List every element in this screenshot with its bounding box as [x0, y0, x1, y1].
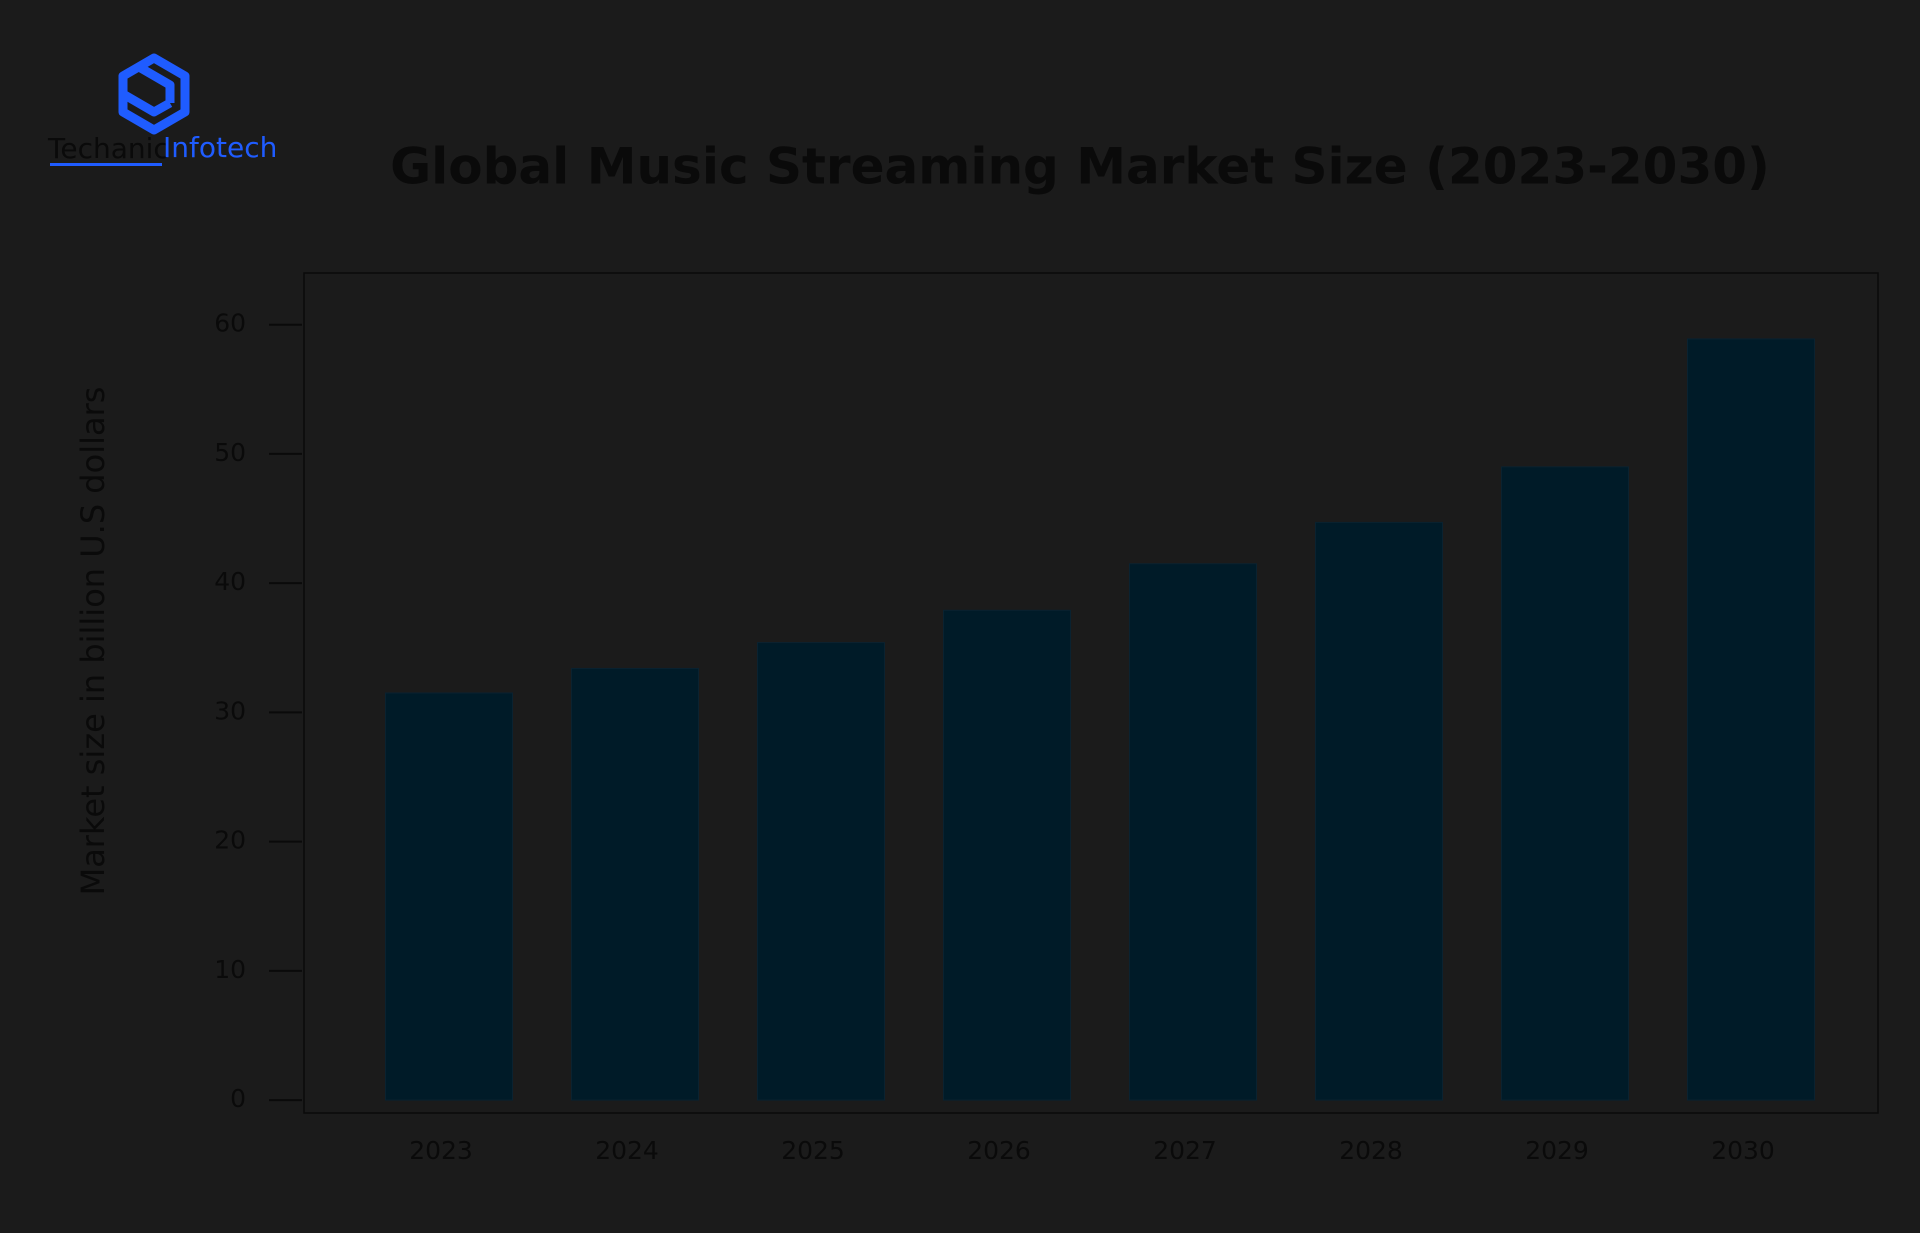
- logo-icon: [118, 53, 190, 135]
- logo-underline: [50, 163, 162, 166]
- bar: [1501, 466, 1629, 1101]
- bar: [1687, 338, 1815, 1101]
- x-tick-label: 2025: [781, 1136, 845, 1165]
- bar: [1129, 563, 1257, 1101]
- x-tick-label: 2024: [595, 1136, 659, 1165]
- bar: [385, 692, 513, 1101]
- y-tick-label: 50: [214, 438, 246, 467]
- logo-text-blue: Infotech: [163, 131, 277, 164]
- y-tick-label: 20: [214, 826, 246, 855]
- y-tick-label: 10: [214, 955, 246, 984]
- bar: [571, 667, 699, 1101]
- bar: [1315, 521, 1443, 1101]
- chart-title: Global Music Streaming Market Size (2023…: [390, 138, 1770, 196]
- x-tick-label: 2023: [409, 1136, 473, 1165]
- x-tick-label: 2026: [967, 1136, 1031, 1165]
- y-tick-label: 0: [230, 1084, 246, 1113]
- y-tick-label: 30: [214, 696, 246, 725]
- logo-text-dark: Techanic: [47, 132, 169, 165]
- x-tick-label: 2027: [1153, 1136, 1217, 1165]
- y-tick-label: 40: [214, 567, 246, 596]
- bar: [943, 609, 1071, 1101]
- bar: [757, 642, 885, 1101]
- logo: Techanic Infotech: [47, 53, 277, 166]
- y-axis-label: Market size in billion U.S dollars: [74, 387, 112, 896]
- plot-frame: [303, 272, 1879, 1114]
- x-tick-label: 2028: [1339, 1136, 1403, 1165]
- y-tick-label: 60: [214, 309, 246, 338]
- x-tick-label: 2029: [1525, 1136, 1589, 1165]
- x-tick-label: 2030: [1711, 1136, 1775, 1165]
